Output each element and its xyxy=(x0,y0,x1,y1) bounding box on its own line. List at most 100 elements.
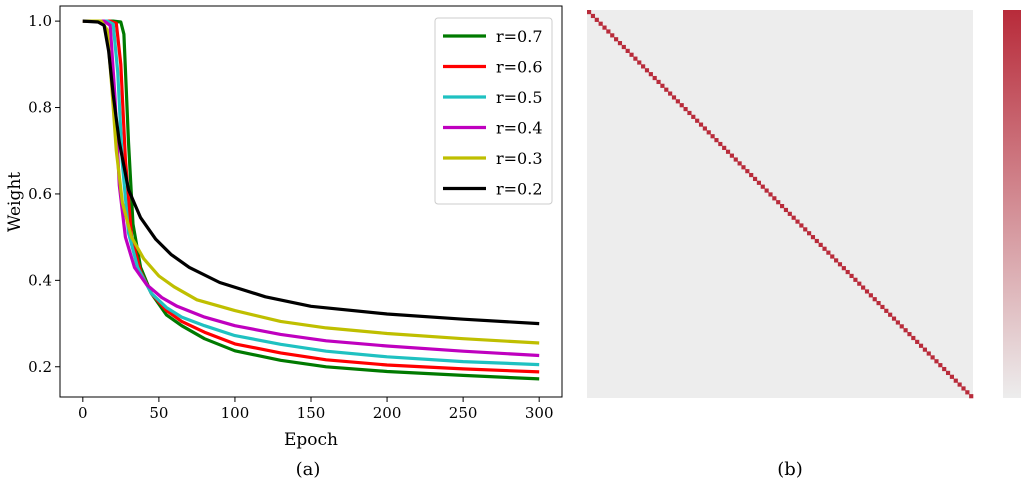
heatmap-cell xyxy=(845,269,850,275)
heatmap-cell xyxy=(614,37,619,42)
x-tick-label: 300 xyxy=(525,404,554,422)
heatmap-cell xyxy=(969,394,974,399)
heatmap-cell xyxy=(687,110,692,116)
heatmap-cell xyxy=(918,343,924,348)
heatmap-cell xyxy=(915,339,920,344)
heatmap-cell xyxy=(961,386,966,391)
heatmap-diagonal-cells xyxy=(587,10,974,399)
heatmap-cell xyxy=(695,118,700,123)
heatmap-cell xyxy=(656,79,661,85)
weight-line-chart: 0 50 100 150 200 250 300 0.2 0.4 0.6 0.8 1.0 Epoch… xyxy=(5,5,563,480)
heatmap-cell xyxy=(602,25,607,30)
y-tick-label: 0.8 xyxy=(28,99,52,117)
heatmap-cell xyxy=(830,254,835,259)
heatmap-cell xyxy=(965,390,970,395)
x-tick-label: 150 xyxy=(297,404,326,422)
series-line-r-0-4 xyxy=(82,19,540,358)
heatmap-cell xyxy=(725,149,731,154)
heatmap-cell xyxy=(733,157,738,162)
heatmap-cell xyxy=(857,281,862,286)
heatmap-cell xyxy=(625,48,630,53)
x-tick-label: 200 xyxy=(373,404,402,422)
heatmap-cell xyxy=(953,378,958,383)
identity-heatmap: (b) xyxy=(587,10,1021,480)
legend-label: r=0.6 xyxy=(496,58,543,77)
series-lines xyxy=(82,19,540,381)
heatmap-cell xyxy=(683,107,688,112)
heatmap-cell xyxy=(949,374,954,379)
heatmap-cell xyxy=(922,347,927,352)
legend-label: r=0.2 xyxy=(496,180,543,199)
heatmap-cell xyxy=(810,235,816,240)
heatmap-cell xyxy=(814,238,819,244)
heatmap-cell xyxy=(675,99,680,104)
heatmap-cell xyxy=(895,320,900,325)
heatmap-cell xyxy=(610,33,615,38)
heatmap-cell xyxy=(621,44,626,50)
heatmap-cell xyxy=(749,172,754,178)
heatmap-cell xyxy=(729,153,734,158)
heatmap-cell xyxy=(911,335,916,341)
heatmap-cell xyxy=(783,207,789,213)
heatmap-cell xyxy=(776,200,781,205)
x-tick-label: 100 xyxy=(221,404,250,422)
heatmap-cell xyxy=(660,83,665,88)
heatmap-cell xyxy=(633,56,638,61)
heatmap-cell xyxy=(903,328,908,333)
heatmap-cell xyxy=(795,219,800,224)
legend: r=0.7 r=0.6 r=0.5 r=0.4 r=0.3 r=0.2 xyxy=(434,17,553,205)
x-tick-label: 0 xyxy=(78,404,88,422)
y-tick-label: 0.4 xyxy=(28,271,52,289)
heatmap-cell xyxy=(899,324,904,329)
heatmap-cell xyxy=(606,29,611,34)
heatmap-cell xyxy=(598,21,603,26)
heatmap-cell xyxy=(756,180,761,185)
heatmap-cell xyxy=(934,359,939,364)
series-line-r-0-6 xyxy=(82,19,540,374)
heatmap-cell xyxy=(880,304,885,310)
x-tick-label: 250 xyxy=(449,404,478,422)
colorbar xyxy=(1003,10,1021,398)
heatmap-cell xyxy=(826,250,831,255)
heatmap-cell xyxy=(760,184,765,189)
x-tick-label: 50 xyxy=(149,404,168,422)
series-line-r-0-2 xyxy=(82,19,540,326)
heatmap-cell xyxy=(780,204,785,209)
heatmap-cell xyxy=(791,215,796,220)
heatmap-cell xyxy=(787,211,792,216)
heatmap-cell xyxy=(876,301,881,306)
heatmap-cell xyxy=(818,242,823,247)
legend-label: r=0.4 xyxy=(496,119,543,138)
heatmap-cell xyxy=(664,87,669,92)
heatmap-cell xyxy=(930,355,935,360)
heatmap-cell xyxy=(671,95,677,100)
heatmap-cell xyxy=(772,196,777,201)
heatmap-cell xyxy=(938,363,943,368)
y-axis-ticks: 0.2 0.4 0.6 0.8 1.0 xyxy=(28,12,60,376)
heatmap-cell xyxy=(849,273,854,279)
heatmap-cell xyxy=(617,41,623,46)
heatmap-cell xyxy=(822,246,827,251)
heatmap-cell xyxy=(737,161,742,166)
heatmap-cell xyxy=(957,382,962,387)
heatmap-cell xyxy=(702,126,707,131)
heatmap-cell xyxy=(807,231,812,236)
heatmap-cell xyxy=(752,176,758,182)
heatmap-cell xyxy=(706,130,711,135)
heatmap-cell xyxy=(884,308,889,313)
caption-b: (b) xyxy=(777,459,803,480)
heatmap-cell xyxy=(764,188,769,193)
heatmap-cell xyxy=(718,141,723,147)
x-axis-ticks: 0 50 100 150 200 250 300 xyxy=(78,397,554,422)
heatmap-cell xyxy=(714,138,719,143)
heatmap-cell xyxy=(841,266,846,271)
caption-a: (a) xyxy=(296,459,321,480)
heatmap-cell xyxy=(679,103,684,108)
heatmap-cell xyxy=(768,192,773,197)
heatmap-cell xyxy=(710,134,715,139)
heatmap-cell xyxy=(834,258,839,263)
heatmap-cell xyxy=(590,13,596,19)
heatmap-cell xyxy=(648,72,653,77)
y-tick-label: 1.0 xyxy=(28,12,52,30)
heatmap-cell xyxy=(888,312,893,317)
